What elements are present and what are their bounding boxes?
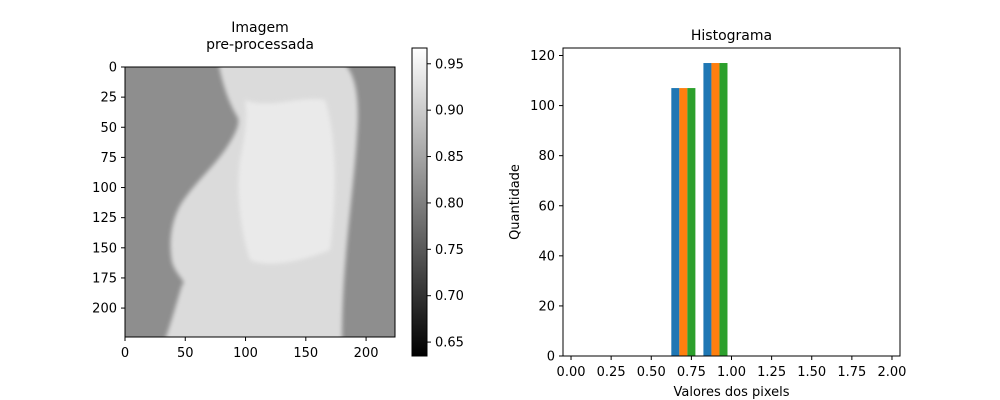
image-frame — [124, 66, 396, 338]
histogram-x-tick-label: 0.00 — [557, 365, 586, 380]
image-x-tick-label: 150 — [293, 346, 318, 361]
histogram-x-tick-label: 0.50 — [637, 365, 666, 380]
histogram-y-tick-label: 60 — [538, 199, 555, 214]
image-y-tick-label: 75 — [100, 151, 117, 166]
histogram-bar — [719, 63, 728, 357]
histogram-x-tick-label: 0.25 — [597, 365, 626, 380]
image-y-tick-label: 200 — [92, 302, 117, 317]
colorbar-ticks: 0.65 0.70 0.75 0.80 0.85 0.90 0.95 — [427, 57, 464, 351]
colorbar-tick-label: 0.95 — [435, 57, 464, 72]
histogram-bar — [687, 88, 696, 357]
colorbar-gradient — [411, 47, 428, 357]
histogram-panel: 0.00 0.25 0.50 0.75 1.00 1.25 1.50 1.75 2.00 0 20… — [508, 28, 906, 400]
histogram-bars — [671, 63, 728, 357]
histogram-y-tick-label: 20 — [538, 299, 555, 314]
image-y-tick-label: 100 — [92, 181, 117, 196]
image-panel: 0 50 100 150 200 0 25 50 75 100 125 150 175 200 Imag… — [92, 20, 396, 361]
histogram-x-tick-label: 1.75 — [837, 365, 866, 380]
histogram-y-tick-label: 120 — [530, 49, 555, 64]
image-x-tick-label: 0 — [121, 346, 129, 361]
histogram-y-label: Quantidade — [508, 164, 523, 240]
image-x-axis: 0 50 100 150 200 — [121, 337, 379, 361]
image-y-axis: 0 25 50 75 100 125 150 175 200 — [92, 61, 125, 317]
colorbar-tick-label: 0.85 — [435, 150, 464, 165]
image-y-tick-label: 25 — [100, 91, 117, 106]
histogram-x-tick-label: 1.50 — [797, 365, 826, 380]
colorbar: 0.65 0.70 0.75 0.80 0.85 0.90 0.95 — [411, 47, 464, 357]
image-y-tick-label: 0 — [109, 61, 117, 76]
image-title: Imagem pre-processada — [206, 20, 314, 53]
histogram-x-tick-label: 1.00 — [717, 365, 746, 380]
image-x-tick-label: 50 — [177, 346, 194, 361]
histogram-y-tick-label: 40 — [538, 249, 555, 264]
colorbar-tick-label: 0.65 — [435, 336, 464, 351]
histogram-x-tick-label: 2.00 — [877, 365, 906, 380]
histogram-title: Histograma — [691, 28, 772, 44]
image-y-tick-label: 50 — [100, 121, 117, 136]
image-y-tick-label: 150 — [92, 241, 117, 256]
histogram-bar — [671, 88, 680, 357]
histogram-x-tick-label: 1.25 — [757, 365, 786, 380]
colorbar-tick-label: 0.90 — [435, 104, 464, 119]
histogram-y-tick-label: 100 — [530, 99, 555, 114]
image-title-line: Imagem — [231, 20, 288, 36]
histogram-bar — [711, 63, 720, 357]
image-plot — [125, 67, 395, 337]
histogram-x-label: Valores dos pixels — [673, 385, 789, 400]
histogram-y-axis: 0 20 40 60 80 100 120 — [530, 49, 563, 365]
histogram-x-tick-label: 0.75 — [677, 365, 706, 380]
histogram-frame — [562, 47, 901, 357]
histogram-bar — [703, 63, 712, 357]
histogram-bar — [679, 88, 688, 357]
image-subject-highlight — [238, 98, 335, 264]
colorbar-tick-label: 0.70 — [435, 289, 464, 304]
image-x-tick-label: 200 — [354, 346, 379, 361]
colorbar-tick-label: 0.75 — [435, 243, 464, 258]
histogram-y-tick-label: 80 — [538, 149, 555, 164]
image-x-tick-label: 100 — [233, 346, 258, 361]
colorbar-tick-label: 0.80 — [435, 196, 464, 211]
image-y-tick-label: 125 — [92, 211, 117, 226]
image-title-line: pre-processada — [206, 37, 314, 53]
image-y-tick-label: 175 — [92, 271, 117, 286]
histogram-y-tick-label: 0 — [547, 350, 555, 365]
histogram-x-axis: 0.00 0.25 0.50 0.75 1.00 1.25 1.50 1.75 2.00 — [557, 356, 906, 380]
